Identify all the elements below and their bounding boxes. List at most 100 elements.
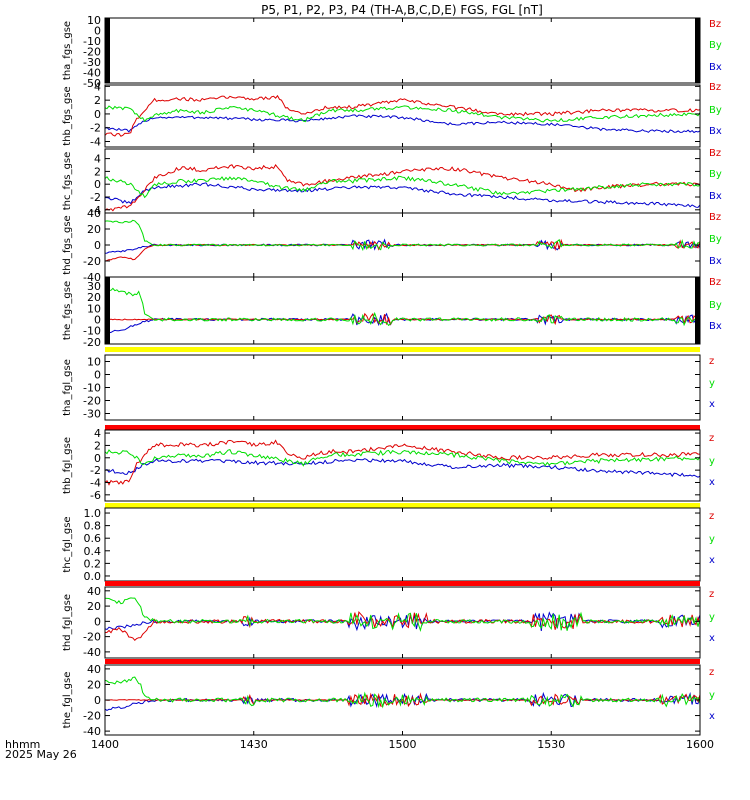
series-line-thb_fgs-Bx bbox=[105, 114, 700, 134]
legend-entry-Bx: Bx bbox=[709, 62, 722, 73]
legend-entry-Bx: Bx bbox=[709, 256, 722, 267]
series-group bbox=[105, 597, 700, 642]
legend-entry-By: By bbox=[709, 40, 722, 51]
legend-entry-By: By bbox=[709, 105, 722, 116]
y-tick-label: -20 bbox=[83, 710, 101, 723]
y-tick-label: 2 bbox=[94, 439, 101, 452]
legend-entry-x: x bbox=[709, 399, 715, 410]
y-tick-label: 30 bbox=[87, 280, 101, 293]
quality-flag-bar bbox=[105, 659, 700, 664]
legend-entry-Bx: Bx bbox=[709, 321, 722, 332]
y-axis-label: thc_fgl_gse bbox=[62, 516, 73, 572]
panel-thb_fgs: 420-2-4 thb_fgs_gse Bz By Bx bbox=[62, 80, 722, 148]
y-tick-label: 20 bbox=[87, 678, 101, 691]
panel-frame bbox=[104, 354, 701, 421]
y-tick-label: 10 bbox=[87, 356, 101, 369]
panel-thd_fgs: 40 20 0 -20 -40 thd_fgs_gse Bz By Bx bbox=[62, 207, 722, 284]
quality-flag-bar bbox=[105, 581, 700, 586]
y-tick-label: 0 bbox=[94, 25, 101, 38]
y-tick-label: -40 bbox=[83, 271, 101, 284]
series-line-thb_fgs-By bbox=[105, 105, 700, 123]
legend-entry-Bz: Bz bbox=[709, 19, 721, 30]
legend-entry-x: x bbox=[709, 555, 715, 566]
y-tick-label: -30 bbox=[83, 408, 101, 421]
legend-entry-z: z bbox=[709, 589, 714, 600]
y-tick-label: 20 bbox=[87, 223, 101, 236]
series-line-thd_fgs-Bx bbox=[105, 238, 700, 254]
legend-entry-x: x bbox=[709, 633, 715, 644]
legend-entry-Bz: Bz bbox=[709, 277, 721, 288]
panel-edge-bar-right bbox=[695, 277, 700, 344]
y-axis-label: tha_fgs_gse bbox=[62, 21, 73, 80]
series-group bbox=[105, 676, 700, 711]
series-line-thd_fgl-z bbox=[105, 610, 700, 642]
panel-edge-bar-right bbox=[695, 18, 700, 83]
series-group bbox=[105, 219, 700, 262]
y-tick-label: 40 bbox=[87, 585, 101, 598]
y-tick-label: 0 bbox=[94, 615, 101, 628]
y-tick-label: -4 bbox=[90, 204, 101, 217]
y-tick-label: 0 bbox=[94, 239, 101, 252]
legend-entry-Bz: Bz bbox=[709, 212, 721, 223]
panel-thd_fgl: 40 20 0 -20 -40 thd_fgl_gse z yx bbox=[62, 581, 715, 659]
series-line-thb_fgs-Bz bbox=[105, 94, 700, 137]
y-tick-label: -40 bbox=[83, 67, 101, 80]
panel-frame bbox=[104, 429, 701, 502]
y-tick-label: -20 bbox=[83, 255, 101, 268]
series-line-the_fgs-Bx bbox=[105, 312, 700, 334]
legend-entry-y: y bbox=[709, 378, 715, 389]
series-line-thd_fgs-Bz bbox=[105, 238, 700, 262]
y-tick-label: 0 bbox=[94, 694, 101, 707]
x-tick-label: 1400 bbox=[91, 738, 119, 751]
y-tick-label: 0 bbox=[94, 369, 101, 382]
panel-frame bbox=[104, 17, 701, 84]
panel-tha_fgl: 100-10-20-30 tha_fgl_gse zyx bbox=[62, 347, 715, 421]
legend-entry-By: By bbox=[709, 300, 722, 311]
panel-thc_fgs: 420-2-4 thc_fgs_gse Bz By Bx bbox=[62, 148, 722, 217]
legend-entry-Bz: Bz bbox=[709, 82, 721, 93]
quality-flag-bar bbox=[105, 347, 700, 352]
x-tick-label: 1430 bbox=[240, 738, 268, 751]
legend-entry-y: y bbox=[709, 612, 715, 623]
panel-frame bbox=[104, 148, 701, 214]
y-tick-label: 0.8 bbox=[84, 520, 102, 533]
y-tick-label: 10 bbox=[87, 14, 101, 27]
panel-thb_fgl: 420-2-4-6 thb_fgl_gse z yx bbox=[62, 425, 715, 502]
panel-frame bbox=[104, 276, 701, 345]
y-tick-label: -20 bbox=[83, 336, 101, 349]
series-group bbox=[105, 287, 700, 334]
series-line-thc_fgs-Bx bbox=[105, 182, 700, 208]
y-tick-label: -4 bbox=[90, 135, 101, 148]
y-tick-label: 40 bbox=[87, 663, 101, 676]
y-tick-label: 2 bbox=[94, 94, 101, 107]
series-line-the_fgl-z bbox=[105, 692, 700, 708]
y-axis-label: thb_fgs_gse bbox=[62, 86, 73, 145]
legend-entry-y: y bbox=[709, 456, 715, 467]
y-tick-label: -20 bbox=[83, 46, 101, 59]
y-tick-label: 0.0 bbox=[84, 570, 102, 583]
x-tick-label: 1530 bbox=[537, 738, 565, 751]
series-line-the_fgl-y bbox=[105, 676, 700, 709]
legend-entry-z: z bbox=[709, 356, 714, 367]
y-tick-label: 0.6 bbox=[84, 532, 102, 545]
y-tick-label: -10 bbox=[83, 325, 101, 338]
series-line-thd_fgs-By bbox=[105, 219, 700, 252]
y-tick-label: 1.0 bbox=[84, 507, 102, 520]
y-tick-label: 0.4 bbox=[84, 545, 102, 558]
y-tick-label: 4 bbox=[94, 80, 101, 93]
panel-edge-bar-left bbox=[105, 18, 110, 83]
y-tick-label: -40 bbox=[83, 646, 101, 659]
date-label: 2025 May 26 bbox=[5, 748, 77, 761]
plot-title: P5, P1, P2, P3, P4 (TH-A,B,C,D,E) FGS, F… bbox=[261, 3, 543, 17]
panel-thc_fgl: 1.00.80.60.40.20.0 thc_fgl_gse z yx bbox=[62, 503, 715, 583]
series-group bbox=[105, 439, 700, 486]
y-tick-label: 0 bbox=[94, 452, 101, 465]
y-tick-label: -10 bbox=[83, 35, 101, 48]
y-axis-label: thd_fgl_gse bbox=[62, 594, 73, 651]
y-tick-label: -4 bbox=[90, 476, 101, 489]
legend-entry-y: y bbox=[709, 690, 715, 701]
legend-entry-By: By bbox=[709, 234, 722, 245]
x-tick-label: 1600 bbox=[686, 738, 714, 751]
legend-entry-z: z bbox=[709, 433, 714, 444]
y-tick-label: -10 bbox=[83, 382, 101, 395]
